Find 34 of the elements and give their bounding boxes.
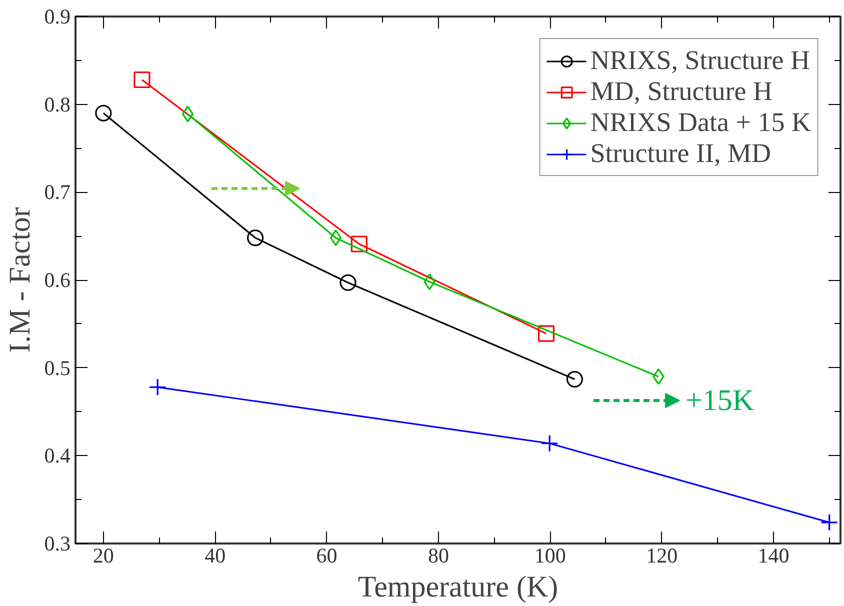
y-tick-label: 0.4 — [44, 444, 71, 468]
point — [182, 106, 194, 122]
x-tick-label: 120 — [646, 544, 678, 568]
point — [134, 71, 150, 88]
x-tick-label: 20 — [92, 544, 114, 568]
point — [820, 514, 838, 532]
point — [148, 378, 166, 396]
point — [540, 434, 558, 452]
point — [247, 230, 264, 246]
x-tick-label: 140 — [758, 544, 790, 568]
x-tick-label: 60 — [316, 544, 338, 568]
legend-label: MD, Structure H — [590, 76, 773, 107]
point — [350, 236, 368, 252]
y-axis-title: I.M - Factor — [3, 207, 36, 353]
y-tick-label: 0.9 — [44, 4, 70, 28]
x-tick-label: 40 — [204, 544, 226, 568]
point — [340, 274, 356, 291]
point — [538, 325, 555, 342]
legend-label: NRIXS, Structure H — [590, 45, 810, 76]
annotation: +15K — [686, 384, 754, 417]
point — [566, 370, 584, 388]
x-tick-label: 100 — [534, 544, 566, 568]
point — [330, 230, 342, 246]
legend-label: Structure II, MD — [590, 138, 771, 169]
x-axis-title: Temperature (K) — [358, 570, 558, 604]
y-tick-label: 0.3 — [44, 532, 70, 556]
point — [652, 368, 664, 385]
point — [95, 104, 112, 122]
x-tick-label: 80 — [428, 544, 449, 568]
y-tick-label: 0.7 — [44, 180, 70, 204]
y-tick-label: 0.8 — [44, 92, 70, 116]
y-tick-label: 0.6 — [44, 268, 70, 292]
legend-label: NRIXS Data + 15 K — [590, 107, 811, 138]
y-tick-label: 0.5 — [44, 356, 70, 380]
